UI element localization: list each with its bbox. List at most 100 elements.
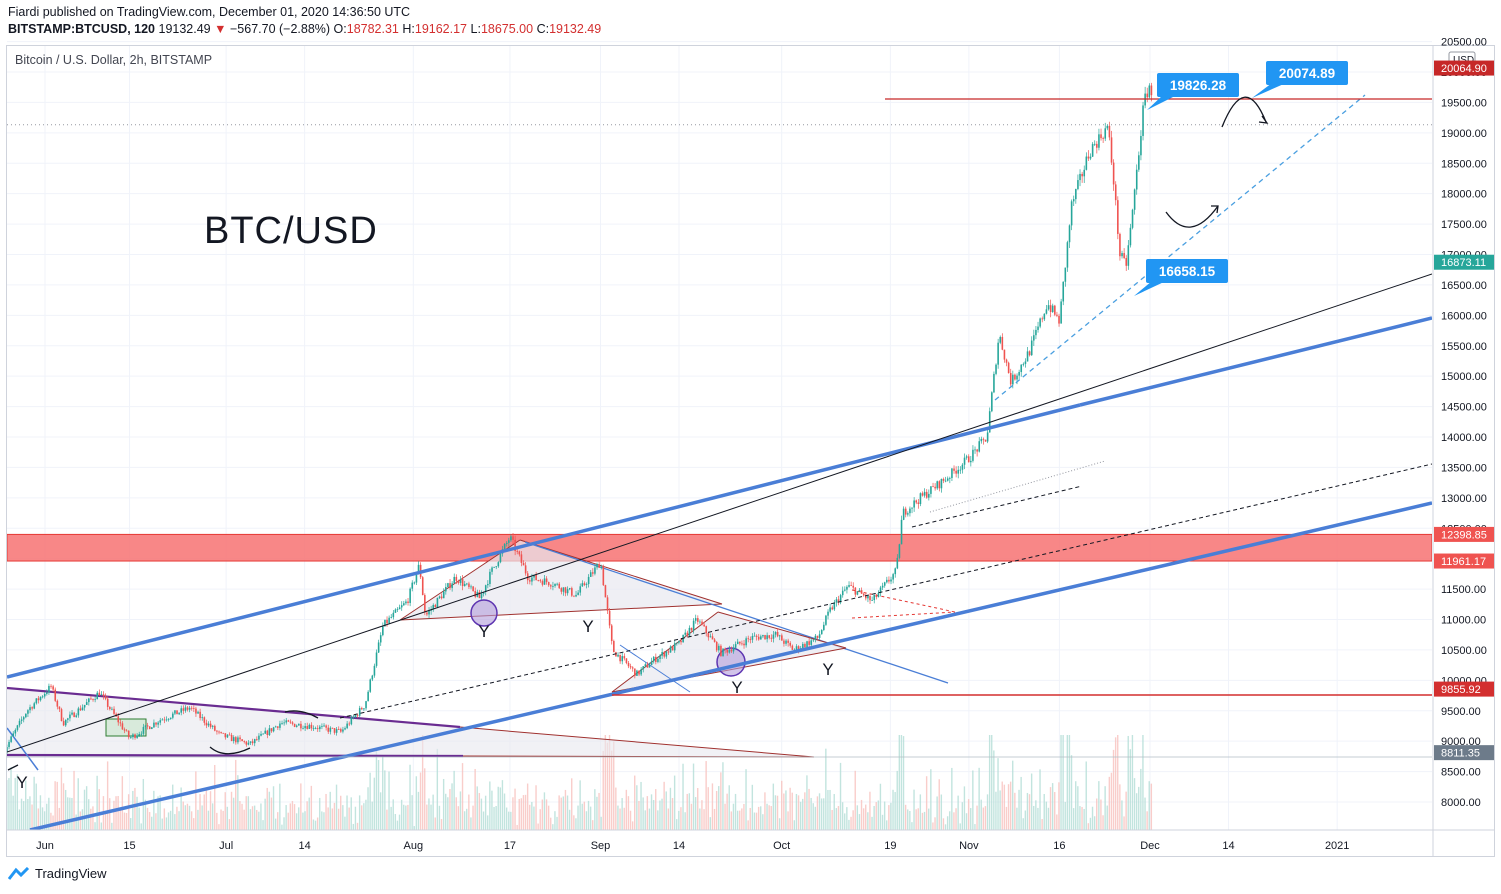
volume-bar: [596, 796, 598, 830]
volume-bar: [451, 783, 453, 830]
candle-body: [1026, 351, 1029, 362]
candle-body: [94, 699, 96, 701]
candle-body: [814, 635, 817, 640]
candle-body: [314, 728, 317, 729]
volume-bar: [295, 813, 298, 830]
candle-body: [466, 583, 468, 585]
volume-bar: [350, 797, 352, 830]
candle-body: [197, 711, 199, 714]
volume-bar: [946, 816, 949, 830]
volume-bar: [153, 790, 155, 830]
volume-bar: [7, 780, 8, 830]
candle-body: [930, 486, 932, 494]
pattern-drawings: [7, 539, 956, 771]
volume-bar: [291, 800, 294, 830]
price-callout: 16658.15: [1134, 259, 1228, 296]
candle-body: [663, 652, 666, 657]
volume-bar: [705, 761, 707, 830]
volume-bar: [455, 797, 457, 830]
candle-body: [308, 724, 311, 729]
candle-body: [335, 729, 338, 733]
volume-bar: [865, 804, 867, 830]
candle-body: [79, 708, 82, 711]
volume-bar: [193, 818, 195, 830]
candle-body: [848, 585, 850, 587]
volume-bar: [186, 803, 189, 830]
volume-bar: [860, 799, 863, 830]
volume-bar: [1121, 800, 1123, 830]
volume-bar: [625, 789, 628, 830]
wedge-upper-3: [611, 611, 719, 693]
symbol-label[interactable]: BITSTAMP:BTCUSD, 120: [8, 22, 156, 36]
candle-body: [909, 508, 911, 514]
candle-body: [722, 648, 724, 657]
volume-bar: [348, 807, 350, 830]
x-tick-label: 17: [504, 840, 516, 852]
small-blue-line: [7, 727, 39, 771]
candle-body: [917, 502, 920, 504]
candle-body: [539, 580, 542, 582]
candle-body: [865, 595, 867, 599]
volume-bar: [921, 812, 924, 830]
volume-bar: [757, 806, 760, 830]
volume-bar: [501, 780, 504, 830]
volume-bar: [879, 783, 882, 830]
volume-bar: [106, 761, 109, 830]
candle-body: [594, 567, 596, 574]
volume-bar: [856, 805, 859, 830]
volume-bar: [4, 802, 5, 830]
black-dashed-trend: [339, 463, 1432, 719]
candle-body: [875, 594, 878, 598]
volume-bar: [741, 808, 743, 830]
volume-bar: [1146, 811, 1148, 830]
candle-body: [552, 586, 554, 587]
candle-body: [470, 586, 472, 588]
candle-body: [781, 635, 783, 641]
volume-bar: [703, 809, 705, 830]
volume-bar: [461, 763, 464, 830]
volume-bar: [810, 797, 812, 830]
volume-bar: [253, 805, 256, 830]
volume-bar: [877, 800, 880, 830]
candle-body: [858, 590, 861, 592]
candle-body: [982, 438, 985, 440]
candle-body: [690, 627, 693, 631]
candle-body: [480, 593, 483, 599]
candle-body: [993, 373, 995, 393]
callout-box: [1146, 259, 1228, 283]
volume-bar: [27, 799, 29, 830]
volume-bar: [453, 770, 455, 830]
volume-bar: [98, 789, 100, 830]
volume-bar: [592, 820, 594, 830]
volume-bar: [867, 812, 869, 830]
candle-body: [384, 619, 386, 627]
volume-bar: [232, 797, 235, 830]
candle-body: [1121, 253, 1123, 257]
candle-body: [165, 719, 168, 721]
candle-body: [121, 723, 124, 730]
candle-body: [25, 713, 27, 718]
candle-body: [795, 646, 798, 650]
volume-bar: [16, 774, 19, 830]
volume-bar: [333, 802, 336, 830]
candle-body: [136, 735, 138, 738]
tradingview-logo-icon: [8, 866, 30, 880]
candle-body: [260, 733, 262, 736]
candle-body: [327, 727, 330, 732]
candle-body: [573, 595, 575, 597]
black-trend-line: [7, 273, 1432, 753]
volume-bar: [816, 796, 819, 830]
candle-body: [415, 574, 418, 583]
candle-body: [472, 586, 474, 592]
candle-body: [512, 536, 514, 540]
candle-body: [60, 709, 63, 722]
candle-body: [33, 703, 36, 709]
candle-body: [932, 486, 934, 488]
triangle-dash-4: [851, 611, 956, 619]
volume-bar: [415, 776, 418, 830]
volume-bar: [396, 820, 399, 830]
volume-bar: [642, 797, 644, 830]
volume-bar: [669, 787, 672, 830]
candle-body: [163, 719, 166, 721]
